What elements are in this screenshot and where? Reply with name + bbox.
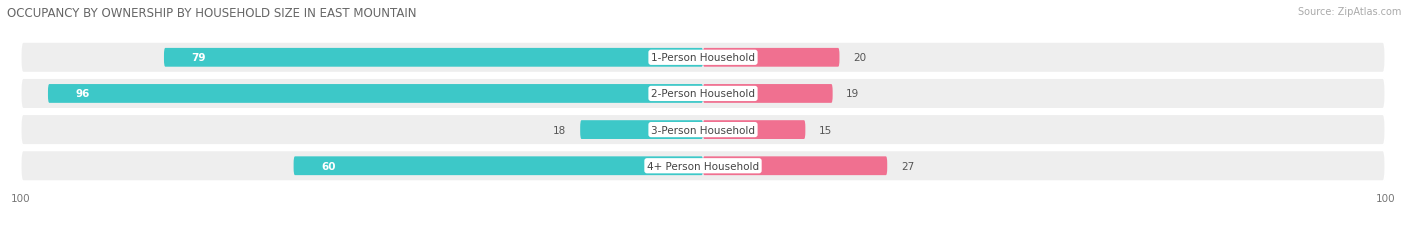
FancyBboxPatch shape: [581, 121, 703, 139]
Text: 60: 60: [321, 161, 336, 171]
FancyBboxPatch shape: [294, 157, 703, 175]
Text: OCCUPANCY BY OWNERSHIP BY HOUSEHOLD SIZE IN EAST MOUNTAIN: OCCUPANCY BY OWNERSHIP BY HOUSEHOLD SIZE…: [7, 7, 416, 20]
Text: 15: 15: [818, 125, 832, 135]
Text: 1-Person Household: 1-Person Household: [651, 53, 755, 63]
Text: 79: 79: [191, 53, 205, 63]
FancyBboxPatch shape: [703, 49, 839, 67]
Text: 27: 27: [901, 161, 914, 171]
FancyBboxPatch shape: [21, 151, 1385, 182]
Text: 2-Person Household: 2-Person Household: [651, 89, 755, 99]
FancyBboxPatch shape: [21, 43, 1385, 73]
FancyBboxPatch shape: [48, 85, 703, 103]
FancyBboxPatch shape: [21, 79, 1385, 109]
Text: 3-Person Household: 3-Person Household: [651, 125, 755, 135]
Text: 4+ Person Household: 4+ Person Household: [647, 161, 759, 171]
Text: 20: 20: [853, 53, 866, 63]
FancyBboxPatch shape: [703, 85, 832, 103]
FancyBboxPatch shape: [703, 121, 806, 139]
Text: 19: 19: [846, 89, 859, 99]
Text: 96: 96: [76, 89, 90, 99]
FancyBboxPatch shape: [21, 115, 1385, 146]
FancyBboxPatch shape: [165, 49, 703, 67]
Text: Source: ZipAtlas.com: Source: ZipAtlas.com: [1298, 7, 1402, 17]
FancyBboxPatch shape: [703, 157, 887, 175]
Text: 18: 18: [554, 125, 567, 135]
